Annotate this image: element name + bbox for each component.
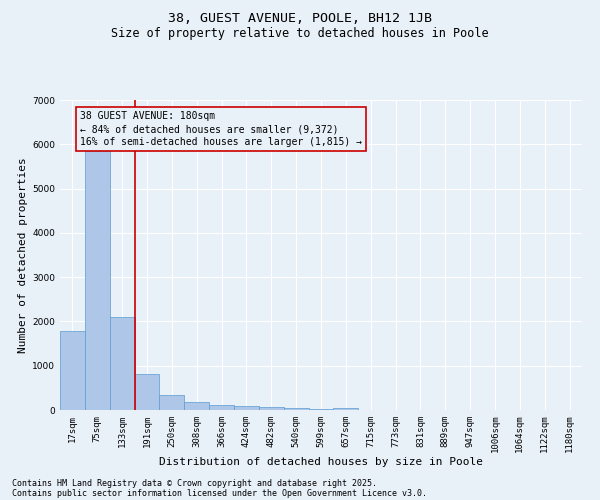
Bar <box>160 395 184 410</box>
Bar <box>334 408 358 410</box>
Bar <box>234 406 259 410</box>
Text: 38 GUEST AVENUE: 180sqm
← 84% of detached houses are smaller (9,372)
16% of semi: 38 GUEST AVENUE: 180sqm ← 84% of detache… <box>80 111 362 148</box>
Y-axis label: Number of detached properties: Number of detached properties <box>18 157 28 353</box>
Bar <box>284 408 308 410</box>
Bar <box>110 318 134 410</box>
Bar <box>134 374 160 410</box>
Bar <box>60 331 85 410</box>
Bar <box>209 405 234 410</box>
Text: Size of property relative to detached houses in Poole: Size of property relative to detached ho… <box>111 28 489 40</box>
Bar <box>184 402 209 410</box>
Text: Contains HM Land Registry data © Crown copyright and database right 2025.: Contains HM Land Registry data © Crown c… <box>12 478 377 488</box>
Text: Contains public sector information licensed under the Open Government Licence v3: Contains public sector information licen… <box>12 488 427 498</box>
Text: 38, GUEST AVENUE, POOLE, BH12 1JB: 38, GUEST AVENUE, POOLE, BH12 1JB <box>168 12 432 26</box>
X-axis label: Distribution of detached houses by size in Poole: Distribution of detached houses by size … <box>159 456 483 466</box>
Bar <box>85 151 110 410</box>
Bar <box>308 409 334 410</box>
Bar <box>259 407 284 410</box>
